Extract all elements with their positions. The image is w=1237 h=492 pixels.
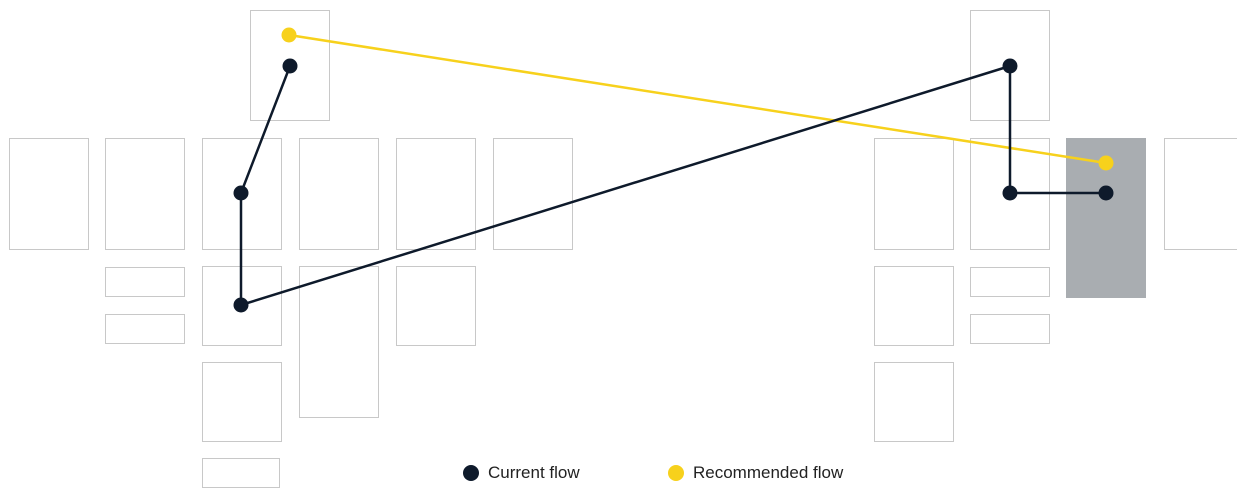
shelf-box — [299, 138, 379, 250]
shelf-box — [9, 138, 89, 250]
legend-current-label: Current flow — [488, 463, 580, 482]
legend-recommended: Recommended flow — [668, 463, 843, 483]
recommended-flow-node — [1098, 155, 1114, 171]
current-flow-node — [233, 185, 249, 201]
legend-recommended-label: Recommended flow — [693, 463, 844, 482]
legend-recommended-dot — [668, 465, 684, 481]
flow-paths — [233, 27, 1114, 313]
shelf-box — [105, 138, 185, 250]
shelf-box — [202, 362, 282, 442]
shelf-box — [396, 266, 476, 346]
shelf-box — [105, 314, 185, 344]
shelf-box — [202, 458, 280, 488]
legend-current-dot — [463, 465, 479, 481]
current-flow-line — [239, 64, 1106, 307]
shelf-box — [970, 314, 1050, 344]
current-flow-node — [233, 297, 249, 313]
shelf-box — [874, 362, 954, 442]
shelf-boxes — [9, 10, 1237, 488]
shelf-box — [250, 10, 330, 121]
shelf-box — [874, 266, 954, 346]
shelf-box — [105, 267, 185, 297]
current-flow-node — [1098, 185, 1114, 201]
shelf-box — [396, 138, 476, 250]
shelf-box — [970, 267, 1050, 297]
shelf-box — [299, 266, 379, 418]
shelf-box — [493, 138, 573, 250]
current-flow-node — [1002, 185, 1018, 201]
current-flow-node — [1002, 58, 1018, 74]
recommended-flow-node — [281, 27, 297, 43]
shelf-box — [874, 138, 954, 250]
current-flow-node — [282, 58, 298, 74]
legend-current: Current flow — [463, 463, 580, 483]
shelf-box — [1164, 138, 1237, 250]
recommended-flow-line — [288, 33, 1107, 165]
